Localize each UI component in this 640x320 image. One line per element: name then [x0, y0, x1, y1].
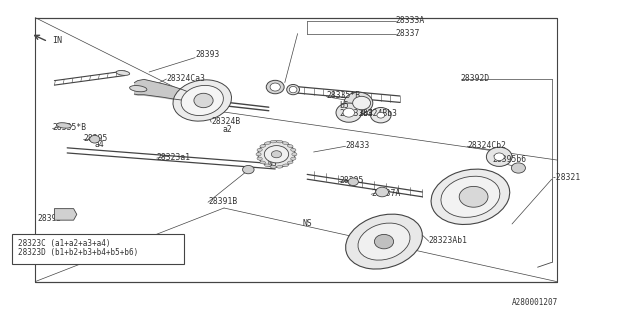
Ellipse shape: [287, 161, 293, 164]
Text: 28335*B: 28335*B: [52, 124, 86, 132]
Ellipse shape: [291, 148, 296, 151]
Ellipse shape: [343, 108, 355, 117]
Ellipse shape: [486, 147, 512, 166]
Ellipse shape: [511, 163, 525, 173]
Ellipse shape: [266, 80, 284, 94]
Ellipse shape: [270, 140, 276, 143]
Text: 28395: 28395: [83, 134, 108, 143]
Ellipse shape: [116, 70, 130, 76]
Ellipse shape: [374, 234, 394, 249]
Text: 28333A: 28333A: [396, 16, 425, 25]
Ellipse shape: [270, 83, 280, 91]
Polygon shape: [54, 209, 77, 220]
Ellipse shape: [264, 164, 271, 167]
Ellipse shape: [291, 157, 296, 160]
Ellipse shape: [258, 141, 295, 167]
Text: IN: IN: [52, 36, 63, 45]
Ellipse shape: [348, 178, 358, 186]
Ellipse shape: [270, 165, 276, 168]
Ellipse shape: [460, 186, 488, 207]
Ellipse shape: [353, 96, 371, 110]
Text: a4: a4: [95, 140, 104, 149]
Ellipse shape: [257, 157, 262, 160]
Text: b5: b5: [339, 101, 349, 110]
Text: 28395b6: 28395b6: [493, 156, 527, 164]
Ellipse shape: [276, 165, 283, 168]
Ellipse shape: [287, 84, 300, 95]
Ellipse shape: [441, 176, 500, 217]
Text: -28321: -28321: [552, 173, 581, 182]
Text: 28324Ca3: 28324Ca3: [166, 74, 205, 83]
Ellipse shape: [358, 223, 410, 260]
Ellipse shape: [264, 142, 271, 145]
Ellipse shape: [257, 148, 262, 151]
Text: 28324Cb2: 28324Cb2: [467, 141, 506, 150]
Ellipse shape: [194, 93, 213, 108]
Ellipse shape: [260, 161, 266, 164]
Ellipse shape: [377, 112, 385, 118]
Text: a2: a2: [223, 125, 232, 134]
Text: 28391B: 28391B: [208, 197, 237, 206]
Ellipse shape: [292, 153, 297, 156]
Ellipse shape: [129, 85, 147, 92]
Ellipse shape: [56, 123, 72, 128]
Ellipse shape: [336, 103, 362, 122]
Text: 28395: 28395: [339, 176, 364, 185]
Ellipse shape: [260, 145, 266, 148]
Ellipse shape: [287, 145, 293, 148]
Ellipse shape: [431, 169, 509, 224]
Ellipse shape: [181, 85, 223, 116]
Text: 28324B: 28324B: [211, 117, 241, 126]
Ellipse shape: [173, 80, 232, 121]
Ellipse shape: [376, 187, 388, 197]
Text: 28323D (b1+b2+b3+b4+b5+b6): 28323D (b1+b2+b3+b4+b5+b6): [18, 248, 138, 257]
Ellipse shape: [282, 142, 289, 145]
Text: 28323a1: 28323a1: [157, 153, 191, 162]
Text: 28337A: 28337A: [371, 189, 401, 198]
Text: A280001207: A280001207: [512, 298, 558, 307]
Text: NS: NS: [302, 220, 312, 228]
Text: 28392D: 28392D: [461, 74, 490, 83]
Ellipse shape: [264, 146, 289, 163]
Text: 28324Bb3: 28324Bb3: [358, 109, 397, 118]
Ellipse shape: [271, 151, 282, 158]
Ellipse shape: [346, 214, 422, 269]
Text: 28333b4: 28333b4: [339, 109, 373, 118]
Ellipse shape: [256, 153, 261, 156]
Ellipse shape: [344, 92, 372, 114]
Text: 28337: 28337: [396, 29, 420, 38]
Ellipse shape: [494, 153, 504, 161]
Bar: [12, 234, 184, 264]
Ellipse shape: [276, 140, 283, 143]
Ellipse shape: [243, 165, 254, 174]
Text: NS: NS: [267, 159, 277, 168]
Ellipse shape: [289, 86, 297, 93]
Ellipse shape: [90, 135, 100, 143]
Text: 28433: 28433: [346, 141, 370, 150]
Text: 28395: 28395: [37, 214, 61, 223]
Text: 28323C (a1+a2+a3+a4): 28323C (a1+a2+a3+a4): [18, 239, 111, 248]
Text: 28335*B: 28335*B: [326, 92, 360, 100]
Ellipse shape: [282, 164, 289, 167]
Text: 28393: 28393: [195, 50, 220, 59]
Text: 28323Ab1: 28323Ab1: [429, 236, 468, 245]
Ellipse shape: [371, 108, 391, 123]
